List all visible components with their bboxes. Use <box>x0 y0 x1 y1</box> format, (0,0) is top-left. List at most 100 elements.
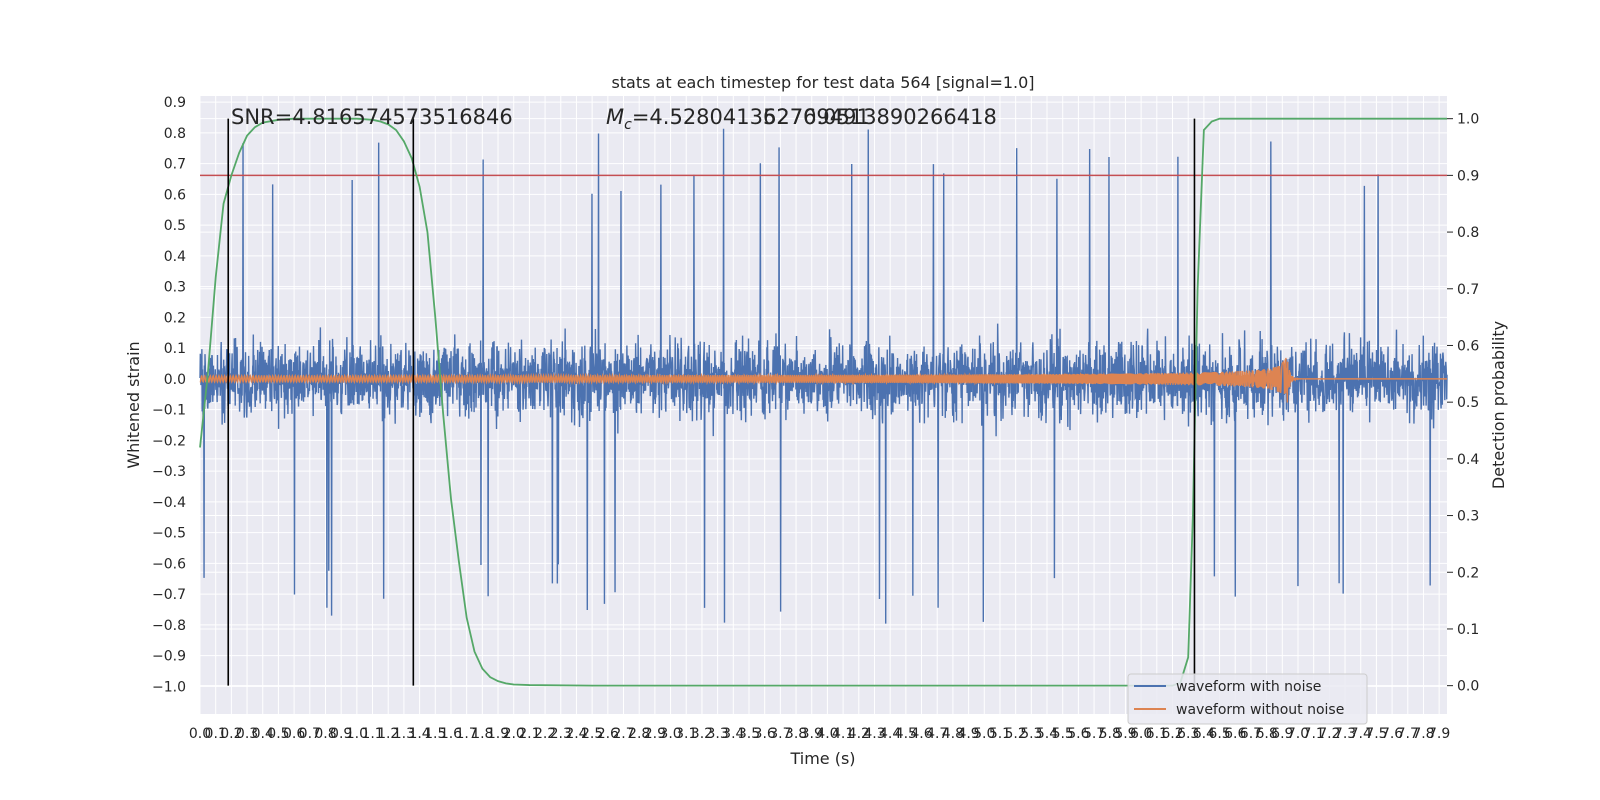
y2-tick-label: 0.9 <box>1457 168 1479 184</box>
x-tick-label: 5.2 <box>1005 726 1027 742</box>
x-tick-label: 0.1 <box>205 726 227 742</box>
x-tick-label: 0.0 <box>189 726 211 742</box>
x-tick-label: 3.1 <box>675 726 697 742</box>
y2-tick-label: 0.3 <box>1457 509 1479 525</box>
x-tick-label: 3.4 <box>722 726 744 742</box>
y2-tick-label: 0.8 <box>1457 225 1479 241</box>
legend-box <box>1127 673 1368 725</box>
x-axis-ticks: 0.00.10.20.30.40.50.60.70.80.91.01.11.21… <box>189 726 1450 742</box>
x-tick-label: 6.9 <box>1271 726 1293 742</box>
x-tick-label: 5.4 <box>1036 726 1058 742</box>
x-tick-label: 7.6 <box>1381 726 1403 742</box>
x-tick-label: 0.6 <box>283 726 305 742</box>
x-tick-label: 3.9 <box>801 726 823 742</box>
x-tick-label: 2.8 <box>628 726 650 742</box>
x-tick-label: 7.5 <box>1365 726 1387 742</box>
y2-tick-label: 1.0 <box>1457 112 1479 128</box>
overlap-annotation: 5270.0513890266418 <box>763 105 997 129</box>
x-tick-label: 1.9 <box>487 726 509 742</box>
y2-tick-label: 0.5 <box>1457 395 1479 411</box>
y-tick-label: 0.5 <box>164 218 186 234</box>
y2-tick-label: 0.0 <box>1457 679 1479 695</box>
x-tick-label: 4.4 <box>879 726 901 742</box>
x-tick-label: 1.8 <box>471 726 493 742</box>
y-tick-label: −0.9 <box>152 649 186 665</box>
x-tick-label: 1.2 <box>377 726 399 742</box>
x-tick-label: 5.6 <box>1067 726 1089 742</box>
x-tick-label: 7.4 <box>1350 726 1372 742</box>
chirp-mass-value: =4.528041362769491 <box>632 105 870 129</box>
x-tick-label: 1.0 <box>346 726 368 742</box>
x-tick-label: 2.1 <box>518 726 540 742</box>
x-axis-label: Time (s) <box>789 749 855 768</box>
x-tick-label: 3.5 <box>738 726 760 742</box>
y-tick-label: 0.7 <box>164 157 186 173</box>
snr-annotation: SNR=4.816574573516846 <box>231 105 513 129</box>
x-tick-label: 2.4 <box>565 726 587 742</box>
chirp-mass-annotation: Mc=4.528041362769491 <box>606 105 870 133</box>
x-tick-label: 6.8 <box>1255 726 1277 742</box>
x-tick-label: 3.6 <box>754 726 776 742</box>
x-tick-label: 3.0 <box>659 726 681 742</box>
y-tick-label: −0.5 <box>152 526 186 542</box>
x-tick-label: 4.5 <box>895 726 917 742</box>
y-tick-label: 0.0 <box>164 372 186 388</box>
y-axis-ticks: 0.9 0.8 0.7 0.6 0.5 0.4 0.3 0.2 0.1 0.0 −0.1 −0.2 −0… <box>152 95 186 695</box>
y-axis-label: Whitened strain <box>124 341 143 468</box>
x-tick-label: 1.7 <box>456 726 478 742</box>
x-tick-label: 2.7 <box>612 726 634 742</box>
x-tick-label: 6.4 <box>1193 726 1215 742</box>
x-tick-label: 4.0 <box>816 726 838 742</box>
y-tick-label: 0.8 <box>164 126 186 142</box>
y2-tick-label: 0.6 <box>1457 338 1479 354</box>
y-tick-label: 0.1 <box>164 341 186 357</box>
y2-tick-label: 0.2 <box>1457 565 1479 581</box>
x-tick-label: 4.1 <box>832 726 854 742</box>
y-tick-label: −0.7 <box>152 587 186 603</box>
y-tick-label: −0.6 <box>152 556 186 572</box>
x-tick-label: 3.2 <box>691 726 713 742</box>
detection-probability-line <box>199 117 1447 687</box>
clean-waveform-line <box>199 357 1447 403</box>
x-tick-label: 1.5 <box>424 726 446 742</box>
noise-waveform-line <box>199 128 1448 624</box>
x-tick-label: 3.8 <box>785 726 807 742</box>
x-tick-label: 4.2 <box>848 726 870 742</box>
x-tick-label: 5.5 <box>1052 726 1074 742</box>
y2-tick-label: 0.1 <box>1457 622 1479 638</box>
series-waveform-with-noise <box>199 128 1448 624</box>
vlines <box>227 118 1196 686</box>
x-tick-label: 5.9 <box>1114 726 1136 742</box>
x-tick-label: 4.7 <box>926 726 948 742</box>
legend-label-noise: waveform with noise <box>1176 679 1321 695</box>
x-tick-label: 6.5 <box>1208 726 1230 742</box>
x-tick-label: 7.1 <box>1303 726 1325 742</box>
x-tick-label: 3.3 <box>706 726 728 742</box>
y-tick-label: −0.4 <box>152 495 186 511</box>
x-tick-label: 0.9 <box>330 726 352 742</box>
y-tick-label: −0.2 <box>152 433 186 449</box>
x-tick-label: 5.0 <box>973 726 995 742</box>
x-tick-label: 1.6 <box>440 726 462 742</box>
x-tick-label: 2.5 <box>581 726 603 742</box>
x-tick-label: 0.7 <box>299 726 321 742</box>
y-tick-label: −0.3 <box>152 464 186 480</box>
x-tick-label: 4.8 <box>942 726 964 742</box>
x-tick-label: 3.7 <box>769 726 791 742</box>
x-tick-label: 7.3 <box>1334 726 1356 742</box>
legend-label-clean: waveform without noise <box>1176 702 1344 718</box>
x-tick-label: 0.4 <box>252 726 274 742</box>
x-tick-label: 2.6 <box>597 726 619 742</box>
y-tick-label: −1.0 <box>152 679 186 695</box>
x-tick-label: 5.7 <box>1083 726 1105 742</box>
x-tick-label: 0.2 <box>220 726 242 742</box>
y-tick-label: 0.3 <box>164 280 186 296</box>
y-tick-label: −0.1 <box>152 403 186 419</box>
x-tick-label: 6.6 <box>1224 726 1246 742</box>
x-tick-label: 4.6 <box>910 726 932 742</box>
y-tick-label: 0.2 <box>164 310 186 326</box>
x-tick-label: 6.7 <box>1240 726 1262 742</box>
x-tick-label: 0.8 <box>314 726 336 742</box>
x-tick-label: 5.8 <box>1099 726 1121 742</box>
x-tick-label: 1.3 <box>393 726 415 742</box>
